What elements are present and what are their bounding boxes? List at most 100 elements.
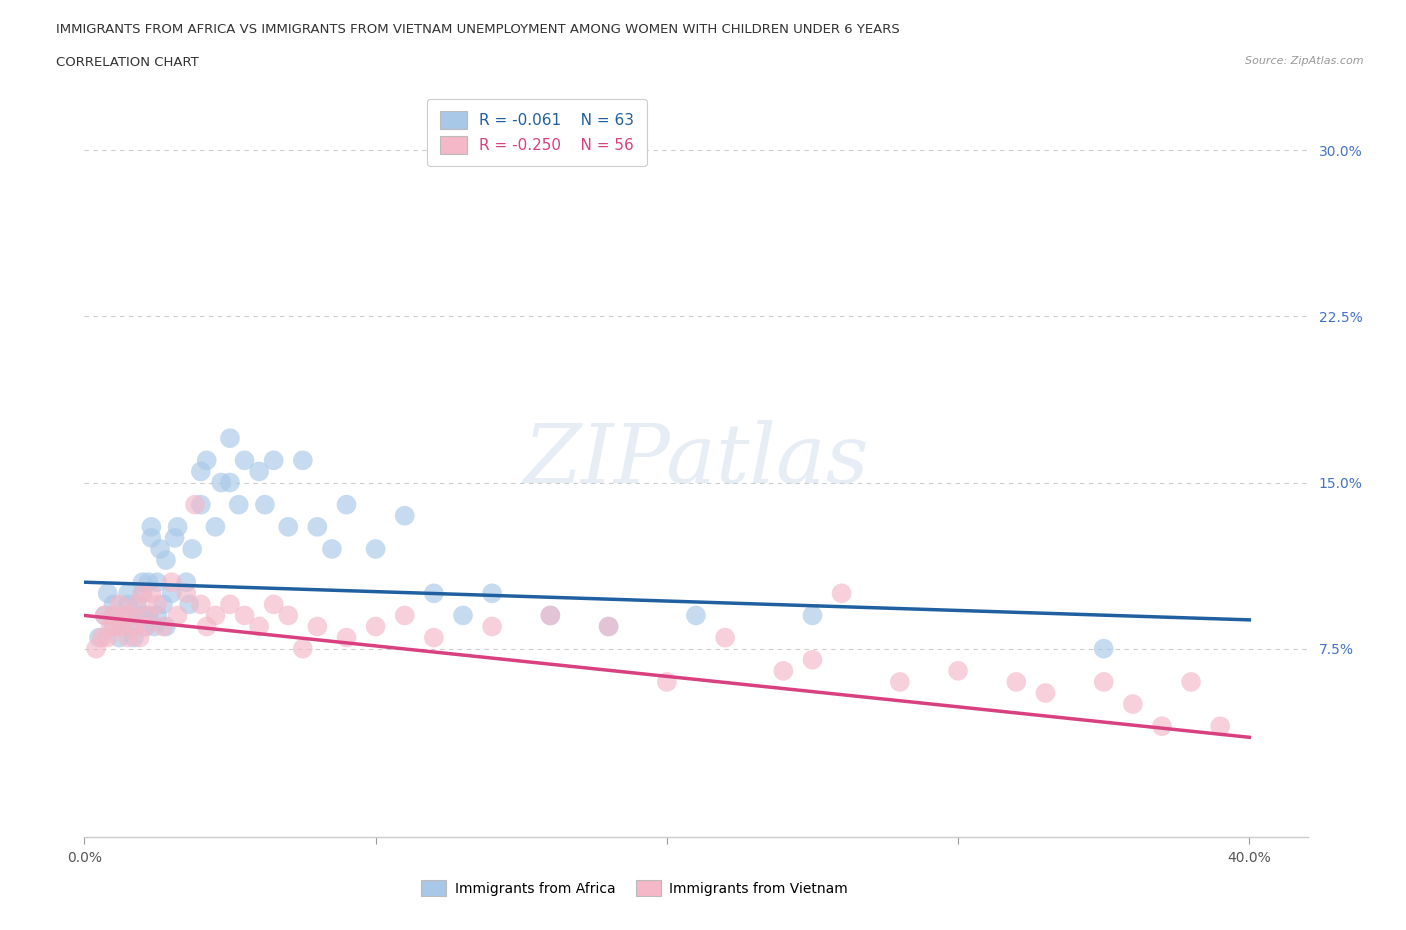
Point	[97, 586, 120, 601]
Point	[103, 608, 125, 623]
Point	[111, 619, 134, 634]
Point	[84, 642, 107, 657]
Point	[125, 597, 148, 612]
Point	[364, 541, 387, 556]
Point	[103, 608, 125, 623]
Point	[772, 663, 794, 678]
Point	[307, 519, 329, 534]
Point	[946, 663, 969, 678]
Point	[103, 597, 125, 612]
Point	[111, 619, 134, 634]
Point	[155, 619, 177, 634]
Point	[163, 530, 186, 545]
Point	[801, 652, 824, 667]
Point	[219, 597, 242, 612]
Point	[263, 453, 285, 468]
Point	[801, 608, 824, 623]
Point	[247, 619, 270, 634]
Text: CORRELATION CHART: CORRELATION CHART	[56, 56, 200, 69]
Point	[233, 453, 256, 468]
Point	[1035, 685, 1057, 700]
Legend: Immigrants from Africa, Immigrants from Vietnam: Immigrants from Africa, Immigrants from …	[416, 874, 853, 901]
Point	[117, 597, 139, 612]
Point	[831, 586, 853, 601]
Point	[146, 575, 169, 590]
Point	[108, 597, 131, 612]
Point	[190, 464, 212, 479]
Point	[277, 608, 299, 623]
Point	[143, 619, 166, 634]
Point	[451, 608, 474, 623]
Point	[209, 475, 232, 490]
Point	[160, 586, 183, 601]
Point	[538, 608, 561, 623]
Point	[598, 619, 620, 634]
Text: Source: ZipAtlas.com: Source: ZipAtlas.com	[1246, 56, 1364, 66]
Point	[1092, 674, 1115, 689]
Point	[655, 674, 678, 689]
Point	[131, 575, 153, 590]
Point	[108, 631, 131, 645]
Point	[423, 586, 446, 601]
Point	[190, 597, 212, 612]
Point	[141, 530, 163, 545]
Point	[152, 597, 174, 612]
Point	[1005, 674, 1028, 689]
Point	[146, 608, 169, 623]
Point	[149, 541, 172, 556]
Point	[219, 475, 242, 490]
Point	[90, 631, 112, 645]
Point	[114, 608, 136, 623]
Point	[176, 575, 198, 590]
Point	[181, 541, 204, 556]
Text: IMMIGRANTS FROM AFRICA VS IMMIGRANTS FROM VIETNAM UNEMPLOYMENT AMONG WOMEN WITH : IMMIGRANTS FROM AFRICA VS IMMIGRANTS FRO…	[56, 23, 900, 36]
Point	[423, 631, 446, 645]
Point	[160, 575, 183, 590]
Point	[195, 619, 218, 634]
Point	[685, 608, 707, 623]
Point	[117, 631, 139, 645]
Point	[335, 631, 357, 645]
Point	[307, 619, 329, 634]
Point	[122, 619, 145, 634]
Point	[219, 431, 242, 445]
Point	[263, 597, 285, 612]
Point	[100, 619, 122, 634]
Point	[146, 597, 169, 612]
Point	[204, 608, 226, 623]
Point	[190, 498, 212, 512]
Point	[1092, 642, 1115, 657]
Point	[1209, 719, 1232, 734]
Y-axis label: Unemployment Among Women with Children Under 6 years: Unemployment Among Women with Children U…	[0, 273, 7, 647]
Point	[93, 608, 117, 623]
Point	[481, 586, 503, 601]
Point	[394, 608, 416, 623]
Point	[114, 608, 136, 623]
Point	[179, 597, 201, 612]
Point	[155, 552, 177, 567]
Point	[598, 619, 620, 634]
Point	[122, 631, 145, 645]
Point	[152, 619, 174, 634]
Point	[184, 498, 207, 512]
Point	[120, 608, 142, 623]
Point	[714, 631, 737, 645]
Point	[141, 586, 163, 601]
Point	[277, 519, 299, 534]
Point	[138, 608, 160, 623]
Point	[120, 619, 142, 634]
Point	[291, 642, 314, 657]
Point	[138, 608, 160, 623]
Point	[97, 631, 120, 645]
Point	[135, 619, 157, 634]
Point	[125, 608, 148, 623]
Point	[125, 597, 148, 612]
Point	[166, 519, 188, 534]
Point	[247, 464, 270, 479]
Point	[131, 586, 153, 601]
Point	[253, 498, 276, 512]
Point	[1122, 697, 1144, 711]
Point	[141, 519, 163, 534]
Point	[481, 619, 503, 634]
Point	[166, 608, 188, 623]
